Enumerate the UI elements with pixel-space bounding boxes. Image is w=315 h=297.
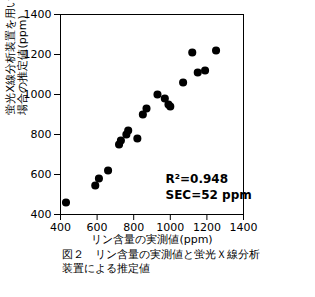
svg-text:1000: 1000: [23, 88, 52, 101]
svg-text:600: 600: [86, 221, 108, 235]
svg-text:SEC=52 ppm: SEC=52 ppm: [166, 188, 252, 202]
html-text:図２ リン含量の実測値と蛍光Ｘ線分析装置による推定値: 図２ リン含量の実測値と蛍光Ｘ線分析装置による推定値: [62, 248, 260, 275]
svg-text:R²=0.948: R²=0.948: [166, 172, 229, 186]
svg-text:蛍光X線分析装置を用いた場合の推定値(ppm): 蛍光X線分析装置を用いた場合の推定値(ppm): [4, 0, 29, 116]
svg-text:1200: 1200: [23, 48, 52, 61]
svg-text:400: 400: [50, 221, 71, 234]
svg-text:400: 400: [31, 208, 52, 221]
svg-text:1200: 1200: [192, 221, 221, 235]
svg-text:600: 600: [31, 168, 52, 181]
svg-text:800: 800: [31, 128, 52, 141]
svg-text:1400: 1400: [23, 8, 52, 21]
svg-text:リン含量の実測値(ppm): リン含量の実測値(ppm): [91, 233, 212, 246]
svg-text:800: 800: [123, 221, 145, 235]
svg-text:1000: 1000: [156, 221, 185, 235]
svg-text:1400: 1400: [230, 221, 258, 234]
